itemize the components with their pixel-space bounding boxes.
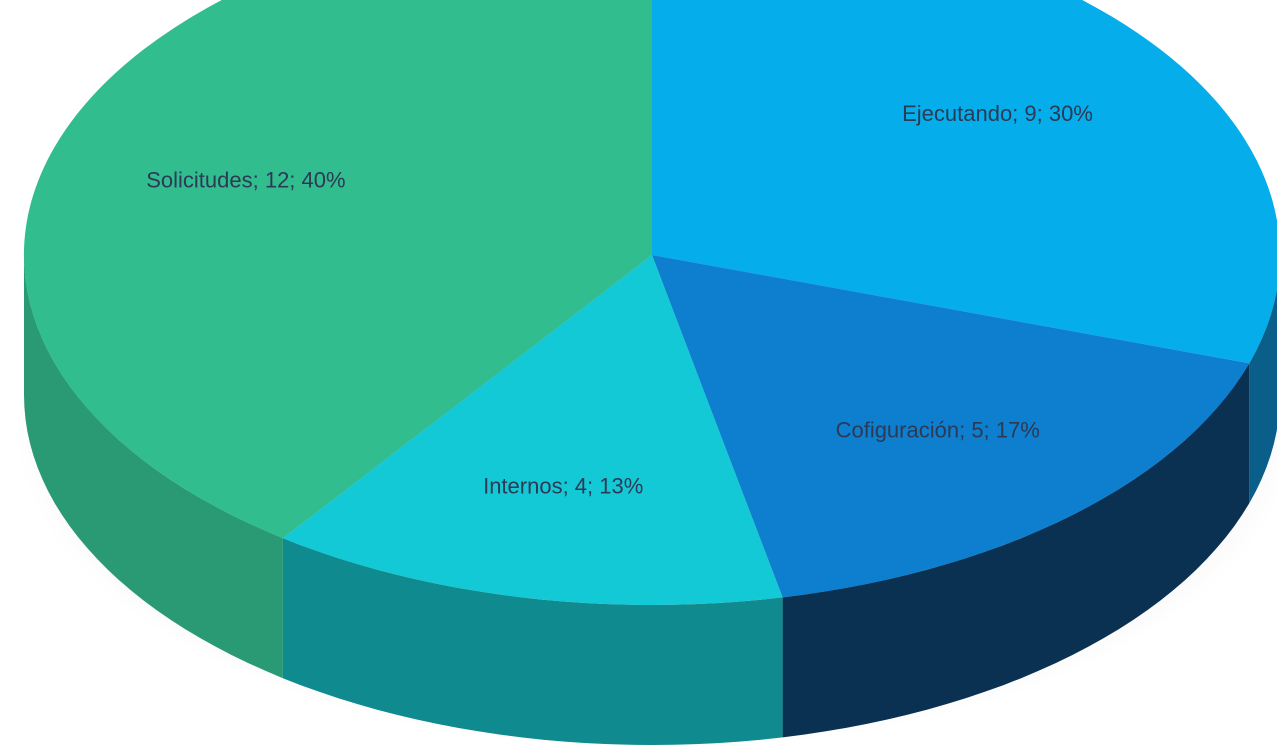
data-label-solicitudes: Solicitudes; 12; 40% [146, 167, 345, 192]
slice-side-internos [282, 538, 783, 745]
pie-tops [24, 0, 1277, 606]
slice-side-solicitudes [24, 255, 283, 679]
data-label-cofiguración: Cofiguración; 5; 17% [836, 418, 1040, 443]
pie-sides [24, 255, 1277, 745]
slice-ejecutando[interactable] [652, 0, 1277, 364]
slice-side-cofiguración [782, 363, 1250, 738]
slice-side-ejecutando [1249, 289, 1277, 504]
data-label-internos: Internos; 4; 13% [483, 474, 643, 499]
slice-cofiguración[interactable] [652, 255, 1250, 598]
slice-internos[interactable] [282, 255, 783, 606]
pie-labels: Ejecutando; 9; 30% Cofiguración; 5; 17% In… [146, 101, 1093, 499]
slice-solicitudes[interactable] [24, 0, 652, 539]
data-label-ejecutando: Ejecutando; 9; 30% [902, 101, 1093, 126]
